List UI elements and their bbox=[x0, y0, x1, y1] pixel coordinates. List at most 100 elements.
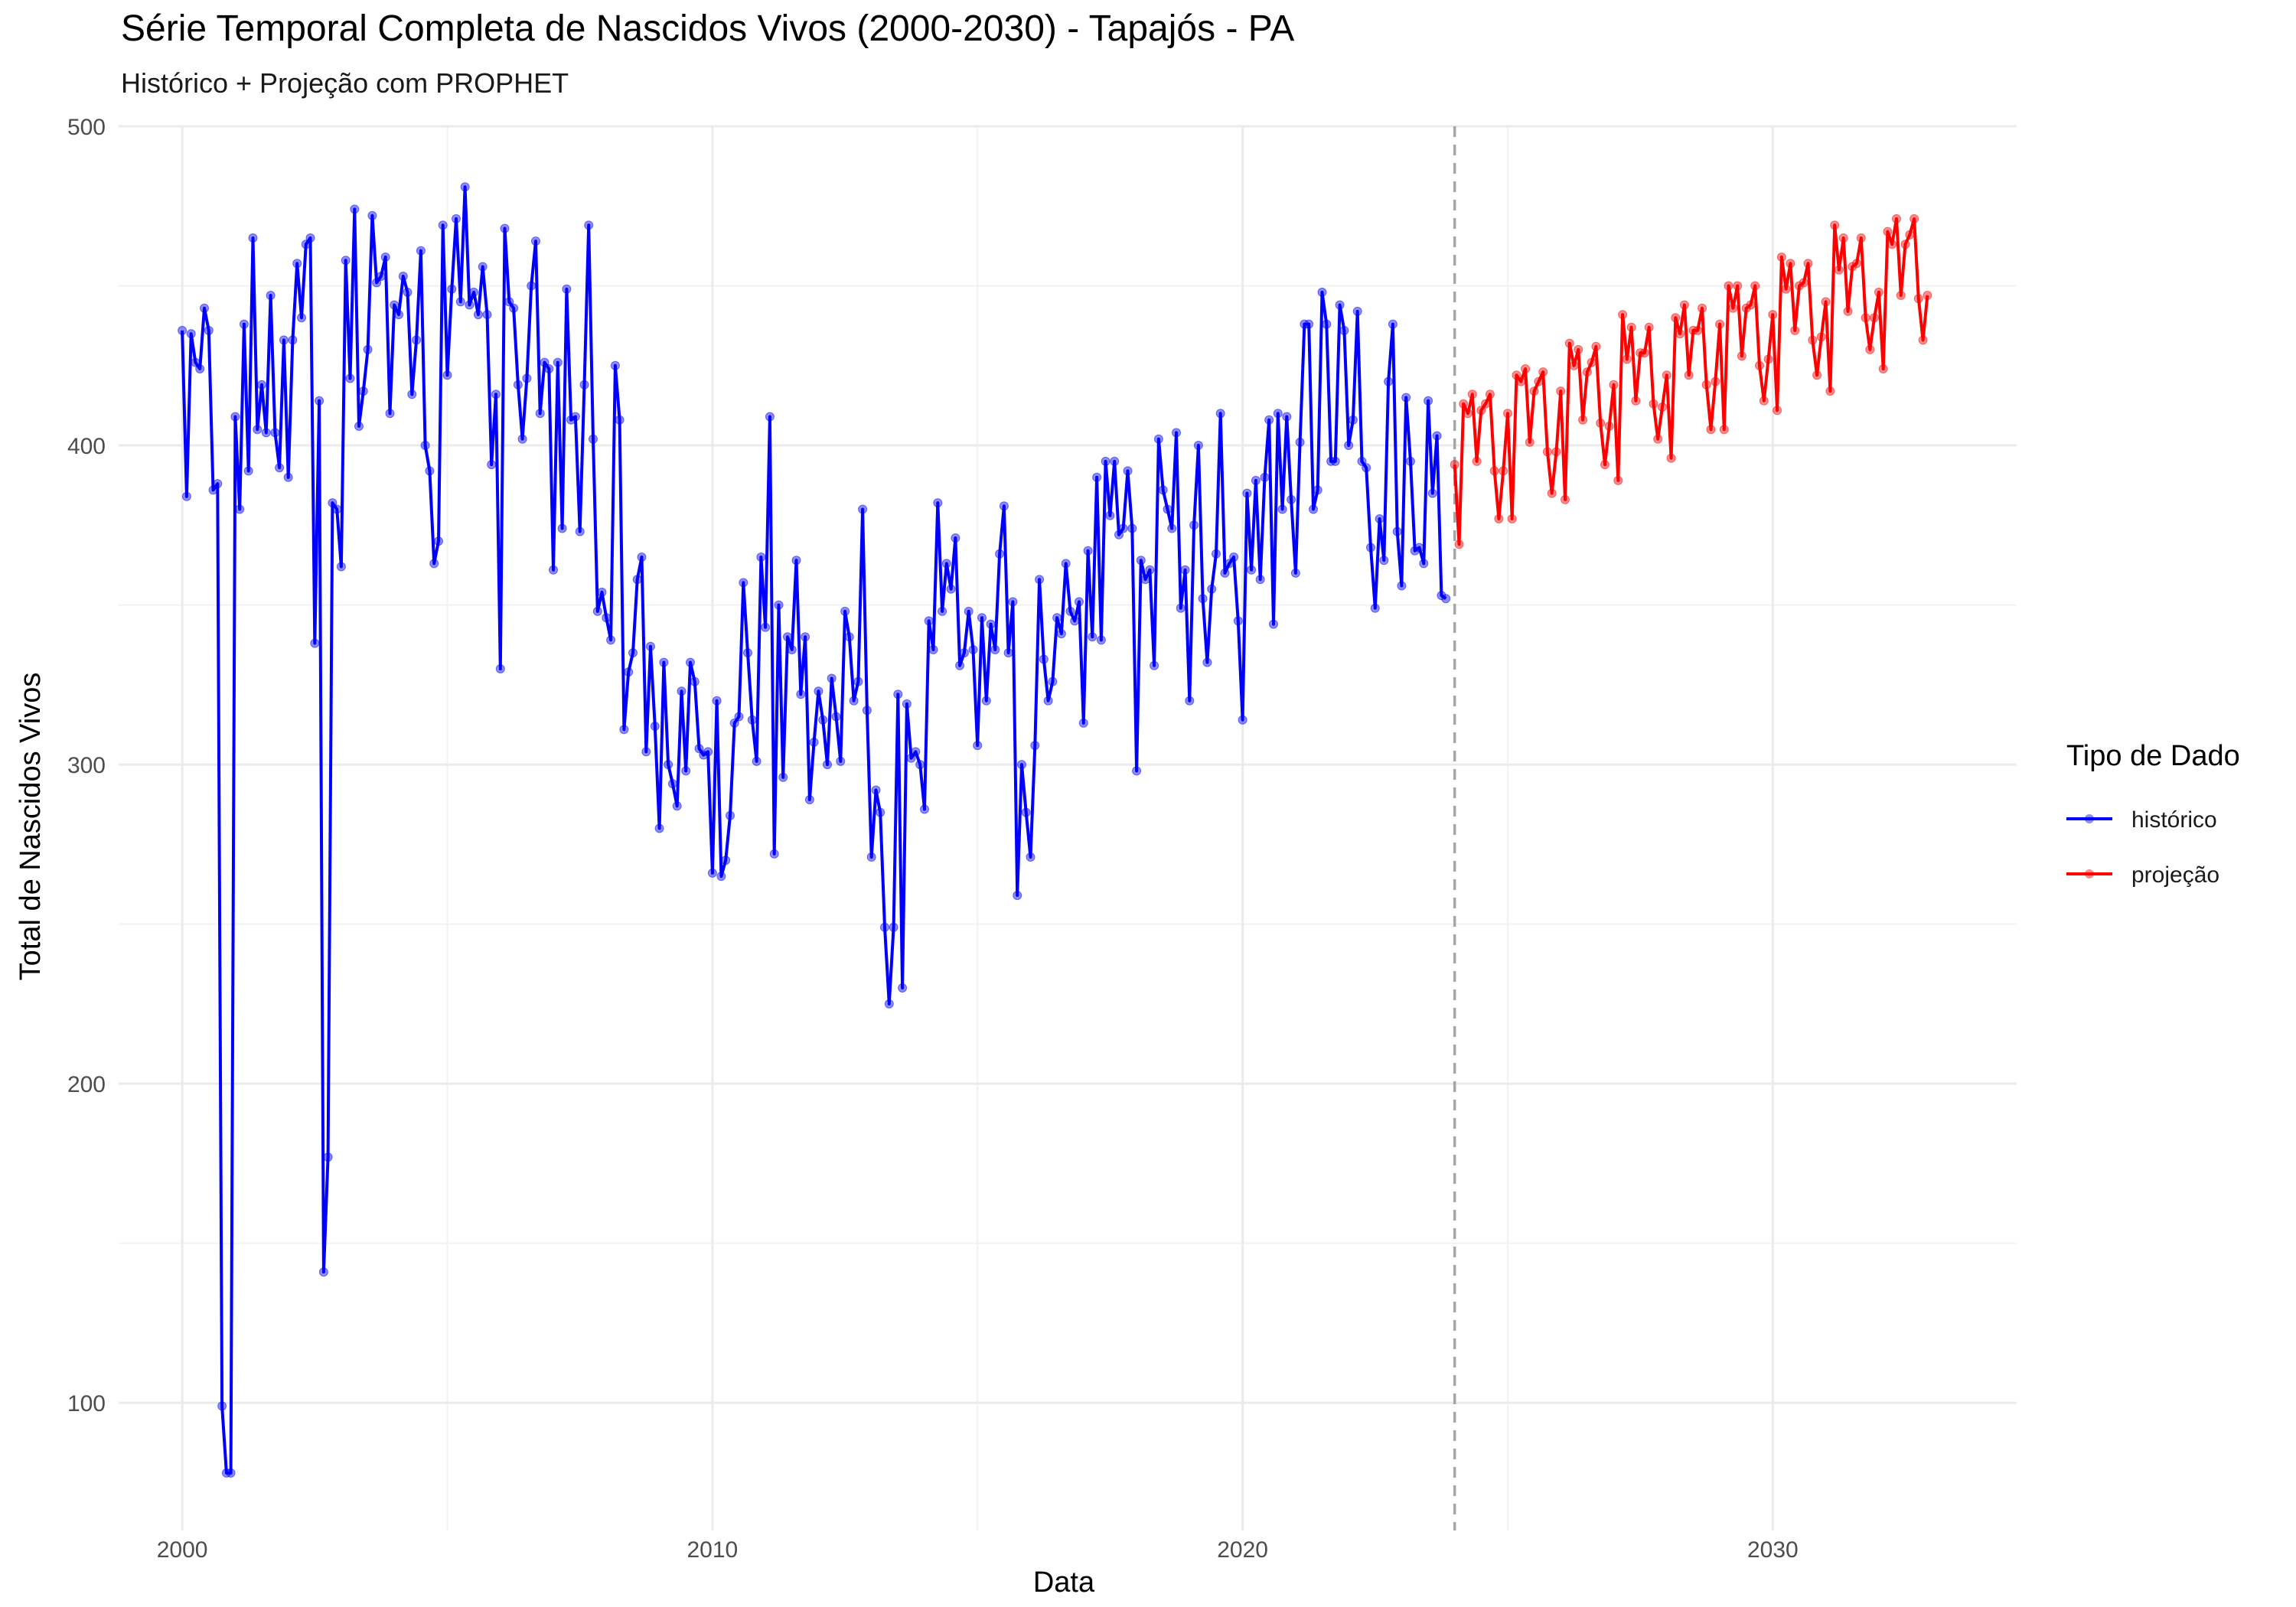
data-point bbox=[1693, 325, 1703, 335]
data-point bbox=[615, 415, 625, 425]
series-line bbox=[1453, 217, 1929, 546]
data-point bbox=[447, 284, 457, 294]
data-point bbox=[1295, 437, 1305, 447]
data-point bbox=[941, 559, 951, 569]
data-point bbox=[579, 380, 589, 390]
data-point bbox=[208, 485, 218, 495]
data-point bbox=[544, 364, 554, 373]
data-point bbox=[1821, 297, 1831, 307]
data-point bbox=[1622, 354, 1632, 364]
data-point bbox=[235, 504, 245, 514]
data-point bbox=[1083, 546, 1093, 556]
x-tick-label: 2030 bbox=[1747, 1537, 1799, 1563]
data-point bbox=[898, 983, 908, 993]
data-point bbox=[787, 645, 797, 654]
data-point bbox=[986, 619, 996, 629]
data-point bbox=[703, 747, 713, 757]
data-point bbox=[968, 645, 978, 654]
data-point bbox=[959, 648, 969, 658]
data-point bbox=[1459, 399, 1469, 409]
series-projecao bbox=[1450, 214, 1932, 549]
data-point bbox=[592, 606, 602, 616]
data-point bbox=[1317, 287, 1327, 297]
data-point bbox=[1388, 319, 1397, 329]
data-point bbox=[575, 526, 585, 536]
data-point bbox=[1852, 259, 1861, 269]
data-point bbox=[584, 220, 594, 230]
data-point bbox=[380, 253, 390, 262]
data-point bbox=[1052, 613, 1062, 623]
data-point bbox=[902, 699, 912, 709]
data-point bbox=[650, 722, 660, 731]
data-point bbox=[814, 686, 823, 696]
data-point bbox=[1719, 425, 1729, 435]
data-point bbox=[1812, 370, 1822, 380]
data-point bbox=[1564, 338, 1574, 348]
data-point bbox=[213, 479, 223, 489]
data-point bbox=[871, 785, 881, 795]
data-point bbox=[478, 262, 488, 272]
data-point bbox=[1701, 380, 1711, 390]
data-point bbox=[385, 409, 395, 419]
data-point bbox=[739, 578, 748, 588]
x-tick-label: 2000 bbox=[157, 1537, 208, 1563]
data-point bbox=[487, 460, 497, 470]
legend-label: projeção bbox=[2131, 862, 2219, 888]
y-axis-title: Total de Nascidos Vivos bbox=[15, 673, 47, 981]
data-point bbox=[1238, 715, 1247, 725]
data-point bbox=[946, 584, 956, 594]
data-point bbox=[1803, 259, 1813, 269]
data-point bbox=[1339, 325, 1349, 335]
data-point bbox=[191, 357, 201, 367]
data-point bbox=[681, 766, 691, 776]
data-point bbox=[712, 696, 722, 706]
data-point bbox=[597, 587, 607, 597]
data-point bbox=[482, 310, 492, 320]
data-point bbox=[876, 807, 885, 817]
data-point bbox=[283, 472, 293, 482]
data-point bbox=[500, 223, 510, 233]
data-point bbox=[504, 297, 514, 307]
legend-item: histórico bbox=[2066, 807, 2217, 833]
data-point bbox=[866, 852, 876, 862]
data-point bbox=[469, 287, 479, 297]
data-point bbox=[1158, 485, 1168, 495]
data-point bbox=[1269, 619, 1278, 629]
data-point bbox=[253, 425, 263, 435]
data-point bbox=[624, 667, 634, 677]
data-point bbox=[1215, 409, 1225, 419]
data-point bbox=[1618, 310, 1628, 320]
data-point bbox=[1737, 351, 1746, 361]
data-point bbox=[743, 648, 752, 658]
data-point bbox=[517, 434, 527, 444]
data-point bbox=[928, 645, 938, 654]
data-point bbox=[791, 556, 801, 566]
data-point bbox=[619, 725, 629, 735]
data-point bbox=[1392, 526, 1402, 536]
data-point bbox=[363, 344, 373, 354]
data-point bbox=[849, 696, 859, 706]
data-point bbox=[442, 370, 452, 380]
data-point bbox=[390, 300, 400, 310]
data-point bbox=[1282, 412, 1292, 422]
data-point bbox=[734, 712, 744, 722]
data-point bbox=[602, 613, 612, 623]
data-point bbox=[1140, 575, 1150, 585]
legend-title: Tipo de Dado bbox=[2066, 740, 2240, 772]
data-point bbox=[230, 412, 240, 422]
data-point bbox=[1808, 335, 1818, 345]
chart-subtitle: Histórico + Projeção com PROPHET bbox=[121, 67, 569, 99]
data-point bbox=[1494, 514, 1504, 523]
data-point bbox=[774, 600, 784, 610]
data-point bbox=[1330, 456, 1340, 466]
data-point bbox=[1542, 447, 1552, 457]
data-point bbox=[1260, 472, 1270, 482]
data-point bbox=[1644, 322, 1654, 332]
data-point bbox=[1639, 348, 1649, 358]
data-point bbox=[911, 747, 921, 757]
data-point bbox=[1273, 409, 1283, 419]
data-point bbox=[1309, 504, 1318, 514]
data-point bbox=[1666, 453, 1676, 463]
data-point bbox=[181, 491, 191, 501]
data-point bbox=[1830, 220, 1840, 230]
